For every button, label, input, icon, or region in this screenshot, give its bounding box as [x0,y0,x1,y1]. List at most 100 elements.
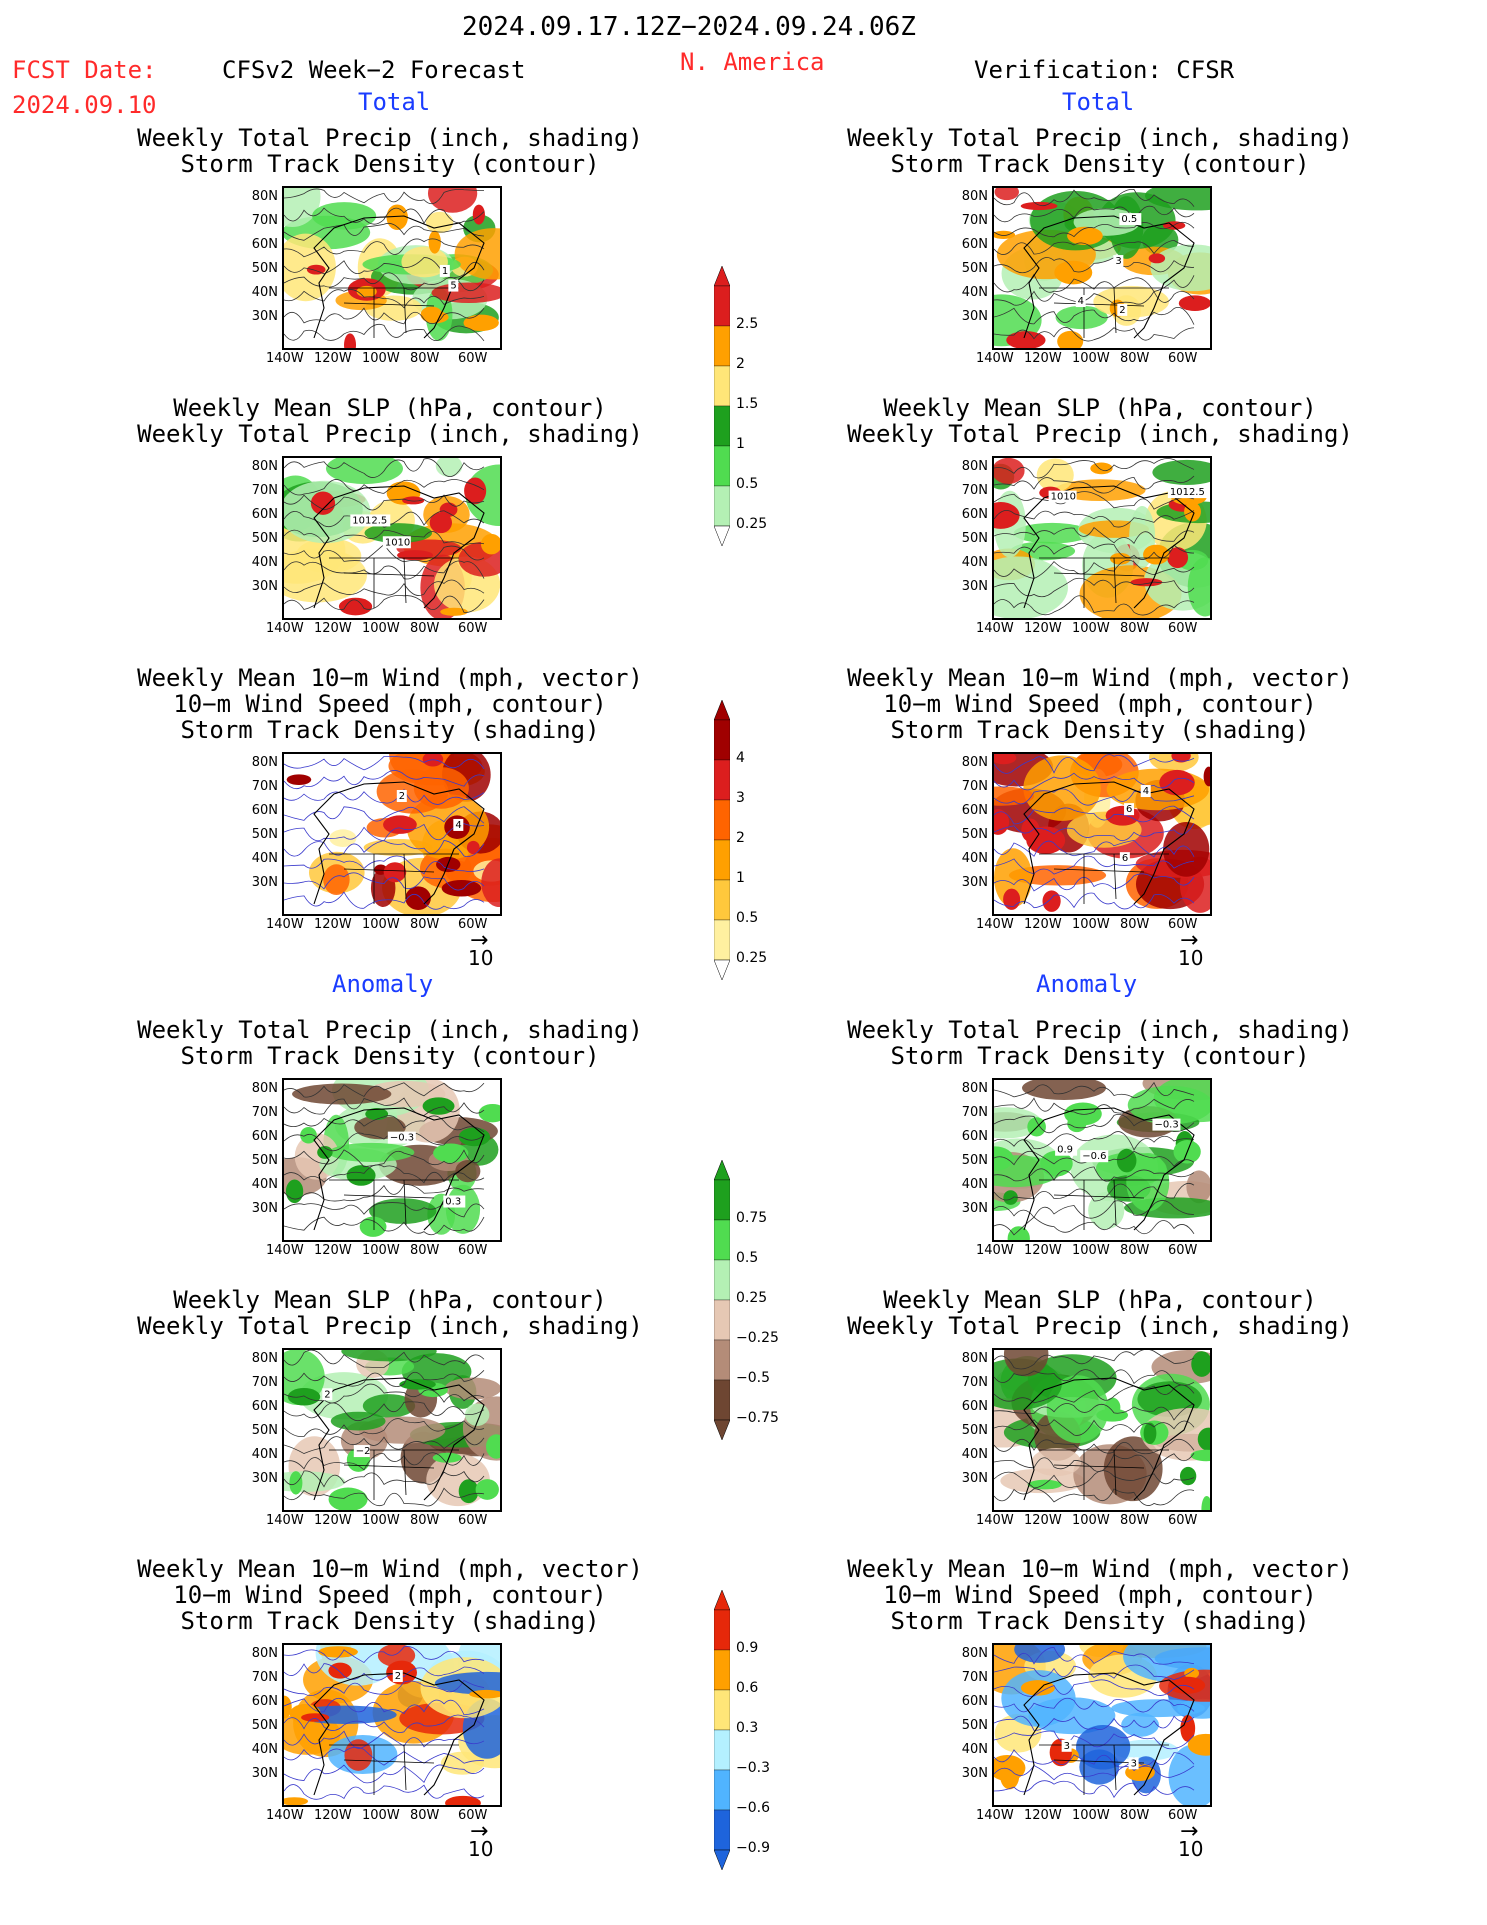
lat-label: 30N [961,1471,988,1486]
contour-label: 1010 [382,536,411,549]
lon-label: 100W [362,917,400,932]
panel-title-p6r-0: Weekly Mean 10−m Wind (mph, vector) [847,1555,1353,1583]
lat-label: 40N [251,285,278,300]
lat-label: 60N [961,507,988,522]
colorbar-label: −0.6 [736,1800,770,1816]
lat-label: 80N [251,755,278,770]
lat-label: 40N [251,1177,278,1192]
lon-label: 120W [314,917,352,932]
lon-label: 120W [1024,1243,1062,1258]
lat-label: 40N [251,555,278,570]
lon-label: 140W [976,1808,1014,1823]
lon-label: 140W [976,917,1014,932]
contour-label: 2 [396,789,407,802]
vector-arrow-icon: → [1180,928,1199,953]
colorbar-label: 0.25 [736,1290,768,1306]
lat-label: 80N [961,189,988,204]
lon-label: 80W [1120,917,1150,932]
panel-title-p1r-1: Storm Track Density (contour) [890,150,1310,178]
panel-title-p5r-1: Weekly Total Precip (inch, shading) [847,1312,1353,1340]
lon-label: 100W [1072,917,1110,932]
lat-label: 50N [961,531,988,546]
contour-label: 1012.5 [1167,486,1208,499]
lat-label: 70N [961,213,988,228]
lon-label: 120W [1024,621,1062,636]
lat-label: 40N [251,1447,278,1462]
lon-label: 140W [976,1513,1014,1528]
lat-label: 40N [251,851,278,866]
lon-label: 80W [410,917,440,932]
svg-text:1012.5: 1012.5 [1170,487,1205,498]
lat-label: 80N [251,1646,278,1661]
colorbar-label: −0.9 [736,1840,770,1856]
section-total-right: Total [1062,88,1135,116]
panel-title-p4l-1: Storm Track Density (contour) [180,1042,600,1070]
map-p2l: 1010 1012.5 [282,456,502,620]
svg-text:3: 3 [1115,256,1121,267]
svg-text:3: 3 [1064,1741,1070,1752]
panel-title-p5r-0: Weekly Mean SLP (hPa, contour) [883,1286,1317,1314]
map-p5r [992,1348,1212,1512]
contour-label: 1 [439,264,450,277]
contour-label: 0.3 [443,1195,466,1208]
colorbar-label: 1 [736,436,745,452]
lat-label: 30N [961,309,988,324]
contour-label: 0.5 [1119,213,1142,226]
lon-label: 100W [362,1243,400,1258]
lon-label: 120W [1024,1513,1062,1528]
lon-label: 100W [1072,621,1110,636]
lon-label: 140W [266,917,304,932]
panel-title-p6l-1: 10−m Wind Speed (mph, contour) [173,1581,607,1609]
svg-text:3: 3 [1131,1758,1137,1769]
section-anomaly-left: Anomaly [332,970,434,998]
lon-label: 80W [410,1808,440,1823]
lon-label: 60W [1168,917,1198,932]
lat-label: 30N [961,1766,988,1781]
panel-title-p1l-0: Weekly Total Precip (inch, shading) [137,124,643,152]
contour-label: 4 [1140,785,1151,798]
fcst-date-label: FCST Date: [12,56,157,84]
lon-label: 80W [1120,1243,1150,1258]
colorbar-label: 0.5 [736,1250,759,1266]
contour-label: −0.6 [1080,1150,1109,1163]
svg-text:2: 2 [1119,305,1125,316]
panel-title-p3l-2: Storm Track Density (shading) [180,716,600,744]
lon-label: 80W [410,1243,440,1258]
lat-label: 60N [251,237,278,252]
panel-title-p4r-1: Storm Track Density (contour) [890,1042,1310,1070]
colorbar-storm_anom [713,1589,731,1871]
panel-title-p6r-1: 10−m Wind Speed (mph, contour) [883,1581,1317,1609]
contour-label: 3 [1113,255,1124,268]
lat-label: 30N [961,875,988,890]
lon-label: 120W [314,1513,352,1528]
lat-label: 70N [961,1670,988,1685]
lon-label: 60W [458,1243,488,1258]
lon-label: 60W [1168,351,1198,366]
lon-label: 100W [1072,1808,1110,1823]
panel-title-p2l-0: Weekly Mean SLP (hPa, contour) [173,394,607,422]
vector-scale-label: 10 [1178,1837,1204,1861]
lon-label: 80W [1120,351,1150,366]
lat-label: 70N [251,1670,278,1685]
lon-label: 60W [458,621,488,636]
lat-label: 30N [251,1766,278,1781]
svg-text:0.5: 0.5 [1121,214,1137,225]
svg-text:4: 4 [1078,296,1084,307]
contour-label: −2 [353,1445,371,1458]
colorbar-label: 3 [736,790,745,806]
colorbar-label: −0.3 [736,1760,770,1776]
lat-label: 60N [961,1129,988,1144]
lat-label: 80N [961,1081,988,1096]
lat-label: 70N [251,1105,278,1120]
section-total-left: Total [358,88,431,116]
contour-label: 1012.5 [350,514,391,527]
lat-label: 50N [961,1153,988,1168]
map-p5l: 2 −2 [282,1348,502,1512]
lat-label: 60N [961,803,988,818]
svg-text:4: 4 [1143,786,1149,797]
lat-label: 30N [251,1201,278,1216]
svg-text:−0.3: −0.3 [1154,1120,1178,1131]
lon-label: 60W [458,1808,488,1823]
lat-label: 70N [251,779,278,794]
